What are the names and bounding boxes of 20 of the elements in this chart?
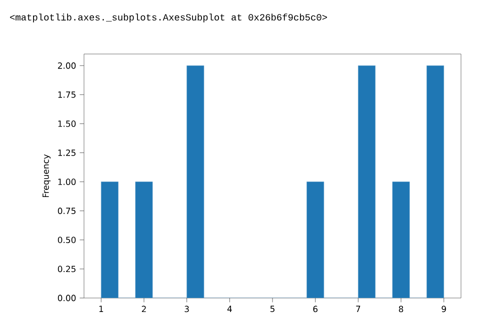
- y-tick-label: 1.25: [58, 150, 76, 156]
- text: <matplotlib.axes._subplots.AxesSubplot at 0x26b6f9cb5c0>: [10, 14, 327, 22]
- y-tick-label: 0.25: [58, 266, 76, 272]
- x-tick-label: 6: [313, 306, 318, 312]
- y-tick-label: 1.75: [58, 92, 76, 98]
- y-tick-label: 0.75: [58, 208, 76, 214]
- x-tick-label: 4: [227, 306, 232, 312]
- y-tick-label: 1.00: [58, 178, 76, 186]
- x-tick-label: 1: [99, 306, 104, 312]
- y-tick-label: 0.50: [58, 236, 76, 244]
- y-tick-label: 1.50: [58, 120, 76, 127]
- x-tick-label: 7: [356, 306, 360, 312]
- x-tick-label: 3: [184, 306, 189, 312]
- x-tick-label: 9: [442, 306, 446, 312]
- x-tick-label: 8: [398, 306, 404, 312]
- y-tick-label: 2.00: [58, 62, 76, 69]
- y-axis-title: Frequency: [42, 154, 51, 198]
- x-tick-label: 5: [270, 306, 274, 312]
- x-tick-label: 2: [142, 306, 146, 312]
- y-tick-label: 0.00: [58, 294, 76, 302]
